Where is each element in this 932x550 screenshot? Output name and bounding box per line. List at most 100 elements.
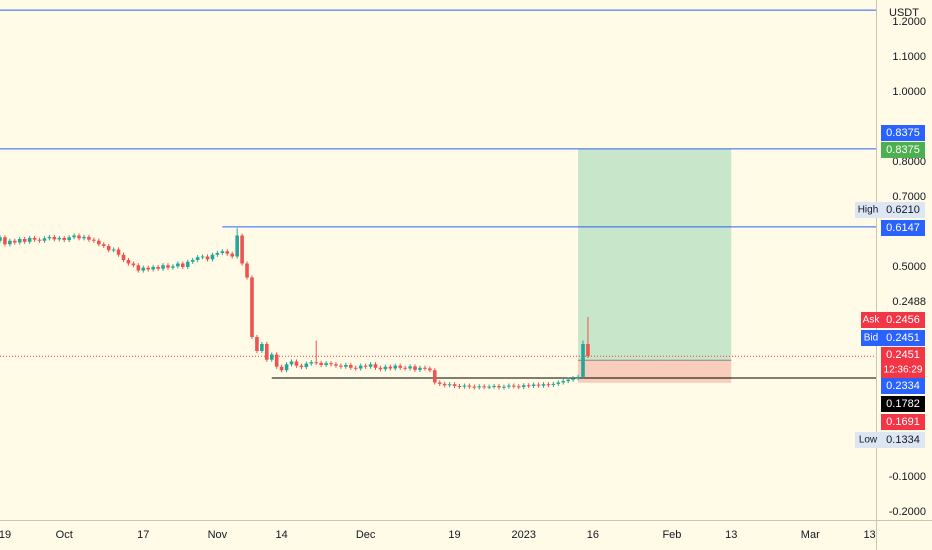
candle-body: [215, 253, 220, 255]
candle-body: [42, 238, 47, 241]
candle-body: [87, 236, 91, 240]
price-tag-label: 0.2451: [886, 349, 920, 361]
candle-body: [334, 364, 338, 366]
candle-body: [37, 239, 42, 241]
candle-body: [432, 370, 437, 383]
candle-body: [348, 364, 353, 368]
candle-body: [363, 365, 368, 367]
price-tag: [881, 142, 925, 158]
y-tick-label: -0.2000: [889, 506, 926, 518]
candle-body: [245, 263, 249, 278]
candle-body: [141, 267, 146, 271]
candle-body: [185, 261, 190, 267]
candle-body: [487, 386, 491, 388]
y-tick-label: 0.5000: [892, 261, 926, 273]
candle-body: [304, 363, 309, 368]
candle-body: [166, 265, 170, 268]
countdown: 12:36:29: [884, 365, 923, 376]
candle-body: [586, 343, 590, 357]
x-tick-label: 14: [275, 529, 287, 541]
candle-body: [531, 384, 536, 386]
candle-body: [398, 365, 403, 368]
candle-body: [428, 368, 432, 371]
candle-body: [52, 236, 57, 240]
candle-body: [344, 364, 348, 367]
price-tag-label: 0.2456: [886, 314, 920, 326]
candle-body: [220, 251, 225, 254]
candle-body: [111, 249, 116, 251]
candle-body: [309, 362, 314, 364]
tag-name: Ask: [863, 315, 881, 326]
target-zone: [578, 148, 732, 361]
candle-body: [541, 384, 546, 386]
candle-body: [576, 376, 580, 379]
candle-body: [200, 256, 205, 258]
candle-body: [17, 239, 22, 243]
candle-body: [151, 266, 155, 270]
candle-body: [121, 254, 126, 260]
candle-body: [279, 366, 284, 371]
candle-body: [378, 367, 383, 370]
x-tick-label: Oct: [56, 529, 73, 541]
candle-body: [556, 382, 561, 384]
candle-body: [106, 246, 111, 251]
candle-body: [225, 251, 230, 254]
candle-body: [274, 354, 279, 367]
candle-body: [294, 361, 299, 366]
candle-body: [403, 367, 407, 369]
candle-body: [269, 354, 274, 360]
candle-body: [516, 386, 521, 388]
candle-body: [3, 237, 7, 245]
candle-body: [195, 257, 200, 260]
candle-body: [230, 253, 235, 257]
stop-zone: [578, 360, 732, 383]
candle-body: [47, 236, 52, 239]
price-tag-label: 0.2451: [886, 332, 920, 344]
candle-body: [77, 235, 81, 239]
candle-body: [190, 260, 195, 262]
price-tag: [881, 125, 925, 141]
y-tick-label: 0.8000: [892, 156, 926, 168]
candle-body: [368, 364, 373, 367]
candle-body: [210, 254, 215, 260]
candle-body: [546, 384, 551, 386]
candle-body: [418, 367, 422, 370]
x-tick-label: Nov: [208, 529, 228, 541]
price-tag: [881, 378, 925, 394]
candle-body: [353, 367, 358, 369]
candle-body: [0, 237, 2, 241]
candle-body: [156, 266, 160, 269]
candle-body: [22, 239, 27, 242]
price-tag-label: 0.8375: [886, 127, 920, 139]
candle-body: [176, 263, 180, 267]
candle-body: [8, 240, 12, 245]
candle-body: [408, 366, 412, 369]
candle-body: [477, 386, 482, 388]
candle-body: [67, 237, 71, 241]
price-tag-label: 0.6147: [886, 222, 920, 234]
candle-body: [467, 385, 472, 387]
tag-name: High: [858, 205, 879, 216]
candle-body: [181, 263, 185, 267]
candle-body: [260, 343, 264, 351]
candle-body: [581, 343, 585, 377]
x-tick-label: 13: [863, 529, 875, 541]
candle-body: [62, 237, 67, 241]
candle-body: [442, 383, 447, 386]
x-tick-label: 2023: [511, 529, 535, 541]
price-tag: [881, 432, 925, 448]
candle-body: [388, 366, 393, 369]
axis-note: 0.2488: [892, 296, 926, 308]
candle-body: [72, 235, 76, 238]
candle-body: [507, 385, 511, 387]
candle-body: [235, 235, 239, 257]
price-tag-label: 0.1691: [886, 416, 920, 428]
candle-body: [82, 236, 86, 239]
y-tick-label: 0.7000: [892, 191, 926, 203]
candle-body: [536, 384, 541, 386]
candle-body: [423, 367, 427, 369]
price-tag: [881, 347, 925, 378]
x-tick-label: 13: [725, 529, 737, 541]
